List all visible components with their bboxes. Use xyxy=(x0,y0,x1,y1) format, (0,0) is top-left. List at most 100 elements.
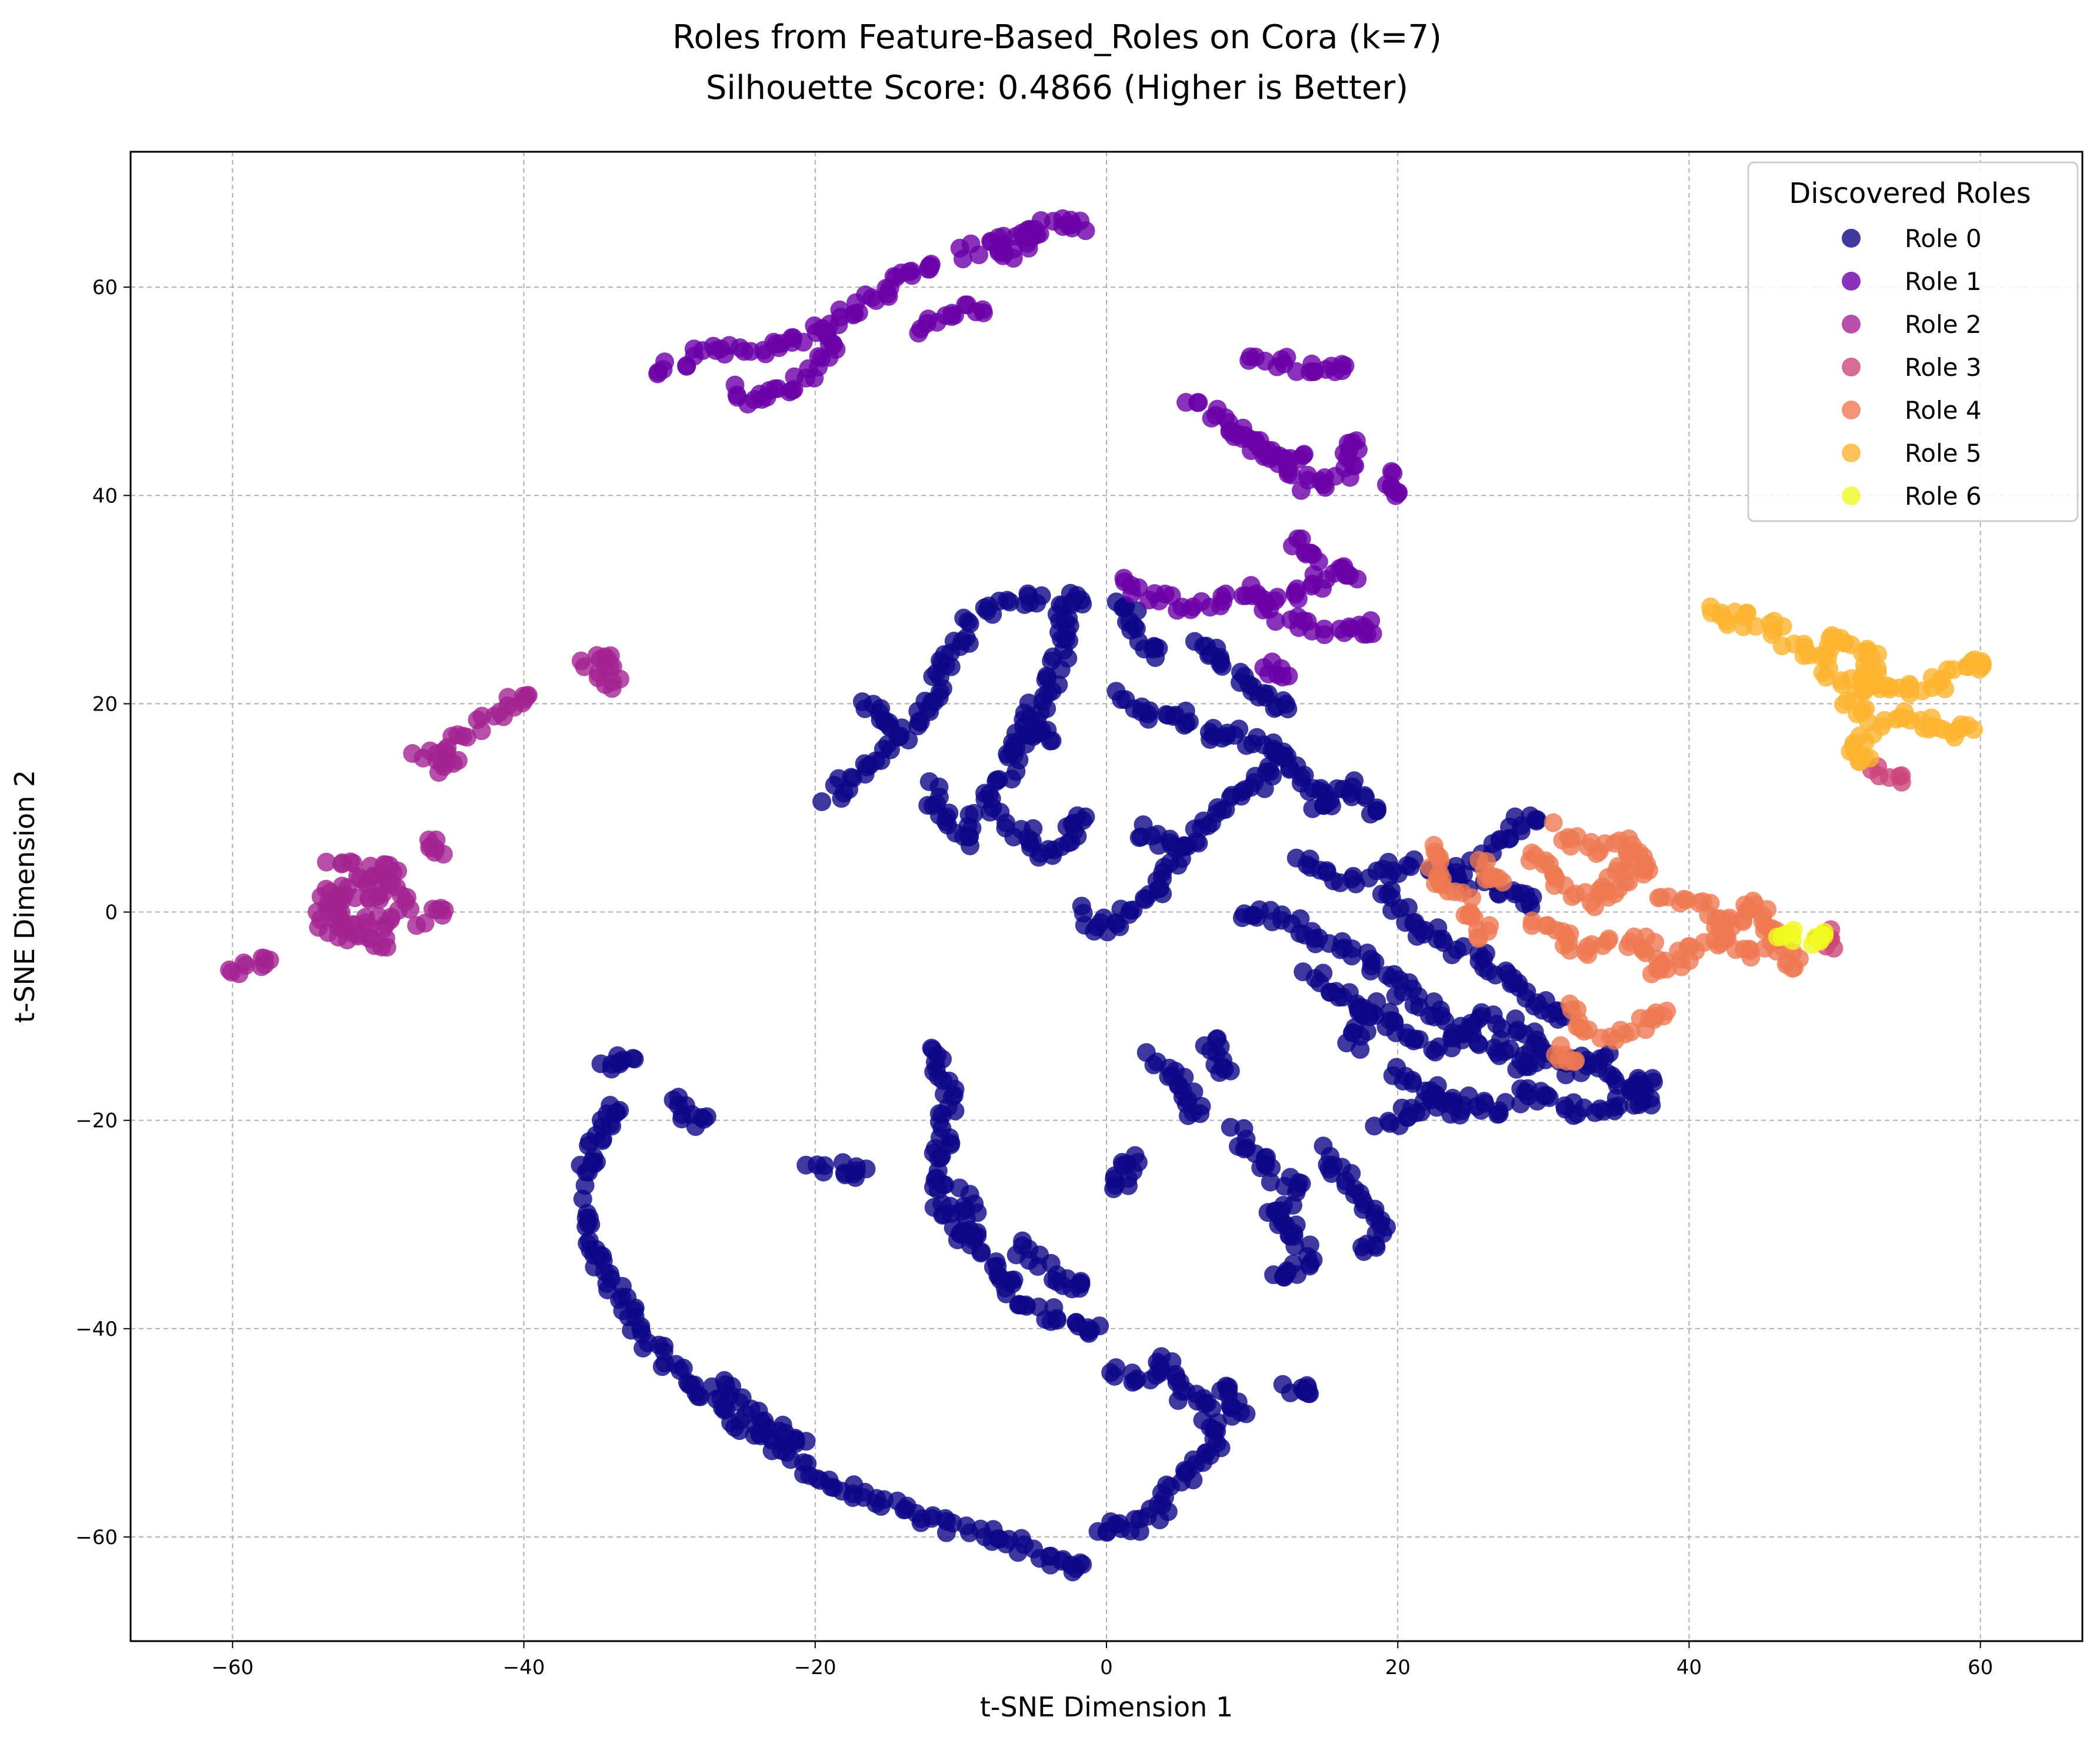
data-point xyxy=(1262,1158,1281,1178)
data-point xyxy=(457,728,476,747)
data-point xyxy=(1621,1022,1641,1042)
data-point xyxy=(1322,1164,1341,1183)
data-point xyxy=(1507,1022,1526,1042)
data-point xyxy=(1047,1311,1066,1330)
data-point xyxy=(609,1052,629,1072)
data-point xyxy=(1560,941,1579,960)
data-point xyxy=(401,899,420,919)
data-point xyxy=(1404,850,1424,869)
data-point xyxy=(1288,579,1307,599)
data-point xyxy=(1275,1268,1294,1287)
series-role-5 xyxy=(1701,597,1992,771)
data-point xyxy=(1119,1176,1138,1195)
data-point xyxy=(1427,1098,1446,1117)
data-point xyxy=(1598,932,1618,951)
data-point xyxy=(951,637,970,656)
data-point xyxy=(846,1161,866,1181)
data-point xyxy=(996,813,1016,832)
legend-title: Discovered Roles xyxy=(1789,177,2031,210)
data-point xyxy=(930,1112,949,1132)
data-point xyxy=(1388,482,1408,502)
data-point xyxy=(1469,929,1488,948)
data-point xyxy=(1121,901,1140,920)
axis-ticks: −60 −40 −20 0 20 40 60 −60 −40 −20 0 20 40 60 xyxy=(75,276,1993,1679)
data-point xyxy=(964,804,984,823)
data-point xyxy=(730,1421,749,1441)
data-point xyxy=(998,591,1017,610)
data-point xyxy=(1139,709,1158,729)
data-point xyxy=(958,295,977,315)
series-role-1 xyxy=(648,209,1408,687)
data-point xyxy=(674,1358,693,1378)
y-tick-label: −60 xyxy=(75,1526,118,1549)
data-point xyxy=(1037,666,1056,686)
data-point xyxy=(794,332,813,352)
data-point xyxy=(1221,1398,1241,1418)
data-point xyxy=(1342,946,1362,966)
data-point xyxy=(1291,909,1310,928)
data-point xyxy=(1964,720,1984,739)
data-point xyxy=(1432,1006,1451,1026)
data-point xyxy=(830,300,849,319)
data-point xyxy=(1361,961,1381,981)
legend-marker-role-4 xyxy=(1842,401,1861,419)
data-point xyxy=(1505,807,1525,826)
data-point xyxy=(655,352,674,372)
data-point xyxy=(814,1162,834,1182)
data-point xyxy=(915,691,935,711)
data-point xyxy=(1588,1058,1608,1078)
data-point xyxy=(1390,899,1409,918)
data-point xyxy=(1355,617,1374,636)
data-point xyxy=(1062,595,1082,614)
legend-label-role-5: Role 5 xyxy=(1905,439,1982,468)
data-point xyxy=(785,367,804,386)
data-point xyxy=(902,266,922,285)
data-point xyxy=(415,913,435,933)
data-point xyxy=(1342,869,1362,889)
data-point xyxy=(1266,612,1285,631)
data-point xyxy=(1428,867,1447,886)
data-point xyxy=(1894,708,1913,728)
data-point xyxy=(1129,578,1148,598)
data-point xyxy=(1076,807,1095,826)
data-point xyxy=(973,300,992,319)
legend-entries: Role 0 Role 1 Role 2 Role 3 Role 4 Role 5 Role… xyxy=(1842,224,1982,511)
data-point xyxy=(1212,656,1232,676)
data-point xyxy=(1192,1096,1211,1116)
data-point xyxy=(252,957,271,976)
data-point xyxy=(1462,888,1482,908)
data-point xyxy=(1741,941,1760,961)
legend-marker-role-6 xyxy=(1842,486,1861,505)
data-point xyxy=(1469,1035,1489,1055)
data-point xyxy=(1300,1384,1319,1403)
data-point xyxy=(769,1421,789,1441)
data-point xyxy=(1338,434,1358,453)
data-point xyxy=(1088,1522,1108,1541)
data-point xyxy=(996,1284,1016,1303)
data-point xyxy=(1066,1559,1085,1578)
series-role-2 xyxy=(220,646,629,983)
data-point xyxy=(1306,934,1325,953)
data-point xyxy=(610,669,629,689)
legend-label-role-4: Role 4 xyxy=(1905,396,1982,425)
x-tick-label: 40 xyxy=(1676,1656,1702,1679)
data-point xyxy=(1655,951,1675,971)
x-tick-label: 20 xyxy=(1385,1656,1411,1679)
data-point xyxy=(1359,1007,1379,1026)
data-point xyxy=(1837,691,1856,711)
data-point xyxy=(1276,695,1296,714)
data-point xyxy=(1892,766,1911,785)
data-point xyxy=(1205,1055,1225,1075)
data-point xyxy=(1325,362,1345,381)
data-point xyxy=(1079,1323,1099,1343)
data-point xyxy=(812,792,832,811)
x-axis-label: t-SNE Dimension 1 xyxy=(980,1691,1233,1723)
data-point xyxy=(1104,1179,1124,1199)
data-point xyxy=(818,326,837,346)
data-point xyxy=(1477,852,1496,871)
data-point xyxy=(1135,639,1154,659)
data-point xyxy=(1236,1404,1256,1423)
data-point xyxy=(1853,682,1872,701)
data-point xyxy=(1432,929,1452,949)
